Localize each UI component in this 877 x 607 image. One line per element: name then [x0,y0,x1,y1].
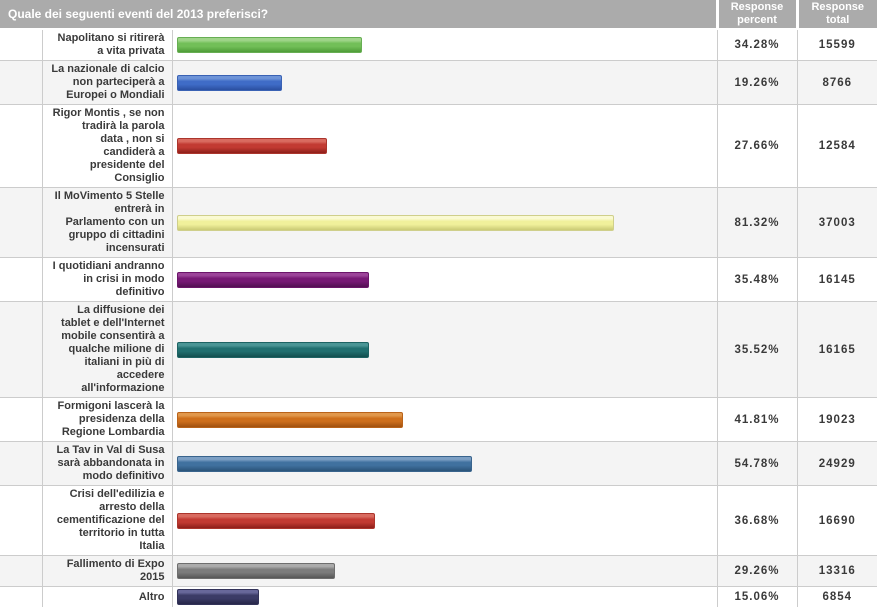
answer-bar [176,138,327,154]
response-total: 24929 [797,441,877,486]
response-total: 8766 [797,60,877,105]
response-total: 6854 [797,586,877,607]
answer-label: Rigor Montis , se non tradirà la parola … [42,104,173,188]
answer-label: Crisi dell'edilizia e arresto della ceme… [42,485,173,556]
bar-cell [172,397,718,442]
response-percent: 15.06% [717,586,798,607]
answer-bar [176,341,369,358]
spacer-cell [0,187,43,258]
spacer-cell [0,397,43,442]
spacer-cell [0,301,43,398]
header-row: Quale dei seguenti eventi del 2013 prefe… [0,0,877,30]
column-header-response-percent: Response percent [715,0,798,30]
table-row: Il MoVimento 5 Stelle entrerà in Parlame… [0,187,877,258]
response-percent: 19.26% [717,60,798,105]
response-percent: 29.26% [717,555,798,587]
results-body: Napolitano si ritirerà a vita privata 34… [0,28,877,607]
spacer-cell [0,586,43,607]
response-total: 15599 [797,28,877,61]
bar-cell [172,555,718,587]
response-percent: 41.81% [717,397,798,442]
bar-cell [172,485,718,556]
table-row: Altro 15.06% 6854 [0,586,877,607]
response-percent: 35.48% [717,257,798,302]
spacer-cell [0,485,43,556]
response-percent: 36.68% [717,485,798,556]
answer-bar [176,563,336,579]
table-row: Formigoni lascerà la presidenza della Re… [0,397,877,442]
bar-cell [172,104,718,188]
answer-label: Il MoVimento 5 Stelle entrerà in Parlame… [42,187,173,258]
bar-cell [172,257,718,302]
spacer-cell [0,257,43,302]
answer-bar [176,512,376,529]
answer-bar [176,37,363,53]
response-total: 13316 [797,555,877,587]
response-percent: 54.78% [717,441,798,486]
bar-cell [172,441,718,486]
bar-cell [172,586,718,607]
spacer-cell [0,555,43,587]
answer-bar [176,74,282,91]
answer-bar [176,271,369,288]
spacer-cell [0,104,43,188]
table-row: La Tav in Val di Susa sarà abbandonata i… [0,441,877,486]
bar-cell [172,301,718,398]
response-percent: 35.52% [717,301,798,398]
response-total: 37003 [797,187,877,258]
survey-question: Quale dei seguenti eventi del 2013 prefe… [0,0,718,30]
response-percent: 34.28% [717,28,798,61]
response-total: 12584 [797,104,877,188]
answer-bar [176,214,615,231]
answer-bar [176,411,403,428]
bar-cell [172,60,718,105]
answer-label: Fallimento di Expo 2015 [42,555,173,587]
answer-bar [176,589,260,605]
table-row: I quotidiani andranno in crisi in modo d… [0,257,877,302]
response-percent: 27.66% [717,104,798,188]
spacer-cell [0,60,43,105]
table-row: Fallimento di Expo 2015 29.26% 13316 [0,555,877,587]
answer-label: La nazionale di calcio non parteciperà a… [42,60,173,105]
table-row: Rigor Montis , se non tradirà la parola … [0,104,877,188]
table-row: La nazionale di calcio non parteciperà a… [0,60,877,105]
table-row: La diffusione dei tablet e dell'Internet… [0,301,877,398]
spacer-cell [0,28,43,61]
response-total: 16165 [797,301,877,398]
answer-label: La diffusione dei tablet e dell'Internet… [42,301,173,398]
answer-label: Altro [42,586,173,607]
response-total: 16145 [797,257,877,302]
spacer-cell [0,441,43,486]
bar-cell [172,28,718,61]
answer-label: La Tav in Val di Susa sarà abbandonata i… [42,441,173,486]
response-percent: 81.32% [717,187,798,258]
answer-label: Formigoni lascerà la presidenza della Re… [42,397,173,442]
answer-label: Napolitano si ritirerà a vita privata [42,28,173,61]
table-row: Napolitano si ritirerà a vita privata 34… [0,28,877,61]
bar-cell [172,187,718,258]
response-total: 16690 [797,485,877,556]
answer-bar [176,455,473,472]
response-total: 19023 [797,397,877,442]
answer-label: I quotidiani andranno in crisi in modo d… [42,257,173,302]
table-row: Crisi dell'edilizia e arresto della ceme… [0,485,877,556]
column-header-response-total: Response total [795,0,877,30]
